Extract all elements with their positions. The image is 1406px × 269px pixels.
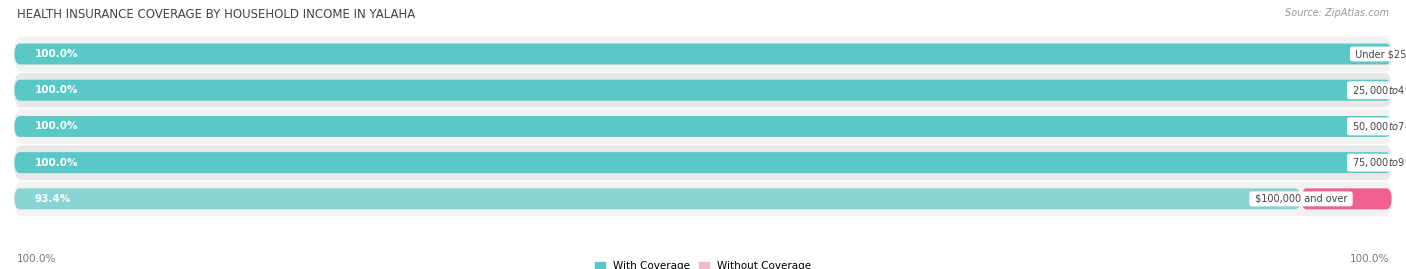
FancyBboxPatch shape [1392,80,1406,101]
FancyBboxPatch shape [14,152,1392,173]
FancyBboxPatch shape [14,188,1301,209]
Text: $75,000 to $99,999: $75,000 to $99,999 [1350,156,1406,169]
FancyBboxPatch shape [1392,44,1406,65]
FancyBboxPatch shape [14,73,1392,108]
Text: 100.0%: 100.0% [1350,254,1389,264]
FancyBboxPatch shape [14,116,1392,137]
FancyBboxPatch shape [14,109,1392,144]
Text: HEALTH INSURANCE COVERAGE BY HOUSEHOLD INCOME IN YALAHA: HEALTH INSURANCE COVERAGE BY HOUSEHOLD I… [17,8,415,21]
Text: Source: ZipAtlas.com: Source: ZipAtlas.com [1285,8,1389,18]
Text: $100,000 and over: $100,000 and over [1251,194,1350,204]
Text: $50,000 to $74,999: $50,000 to $74,999 [1350,120,1406,133]
Text: 100.0%: 100.0% [35,158,79,168]
FancyBboxPatch shape [1301,188,1392,209]
Text: 100.0%: 100.0% [35,85,79,95]
Text: 93.4%: 93.4% [35,194,70,204]
Text: 100.0%: 100.0% [35,49,79,59]
Text: 100.0%: 100.0% [17,254,56,264]
Text: Under $25,000: Under $25,000 [1353,49,1406,59]
FancyBboxPatch shape [14,44,1392,65]
FancyBboxPatch shape [1392,116,1406,137]
FancyBboxPatch shape [14,37,1392,71]
Legend: With Coverage, Without Coverage: With Coverage, Without Coverage [591,257,815,269]
Text: $25,000 to $49,999: $25,000 to $49,999 [1350,84,1406,97]
FancyBboxPatch shape [14,182,1392,216]
FancyBboxPatch shape [1392,152,1406,173]
FancyBboxPatch shape [14,145,1392,180]
FancyBboxPatch shape [14,80,1392,101]
Text: 100.0%: 100.0% [35,121,79,132]
